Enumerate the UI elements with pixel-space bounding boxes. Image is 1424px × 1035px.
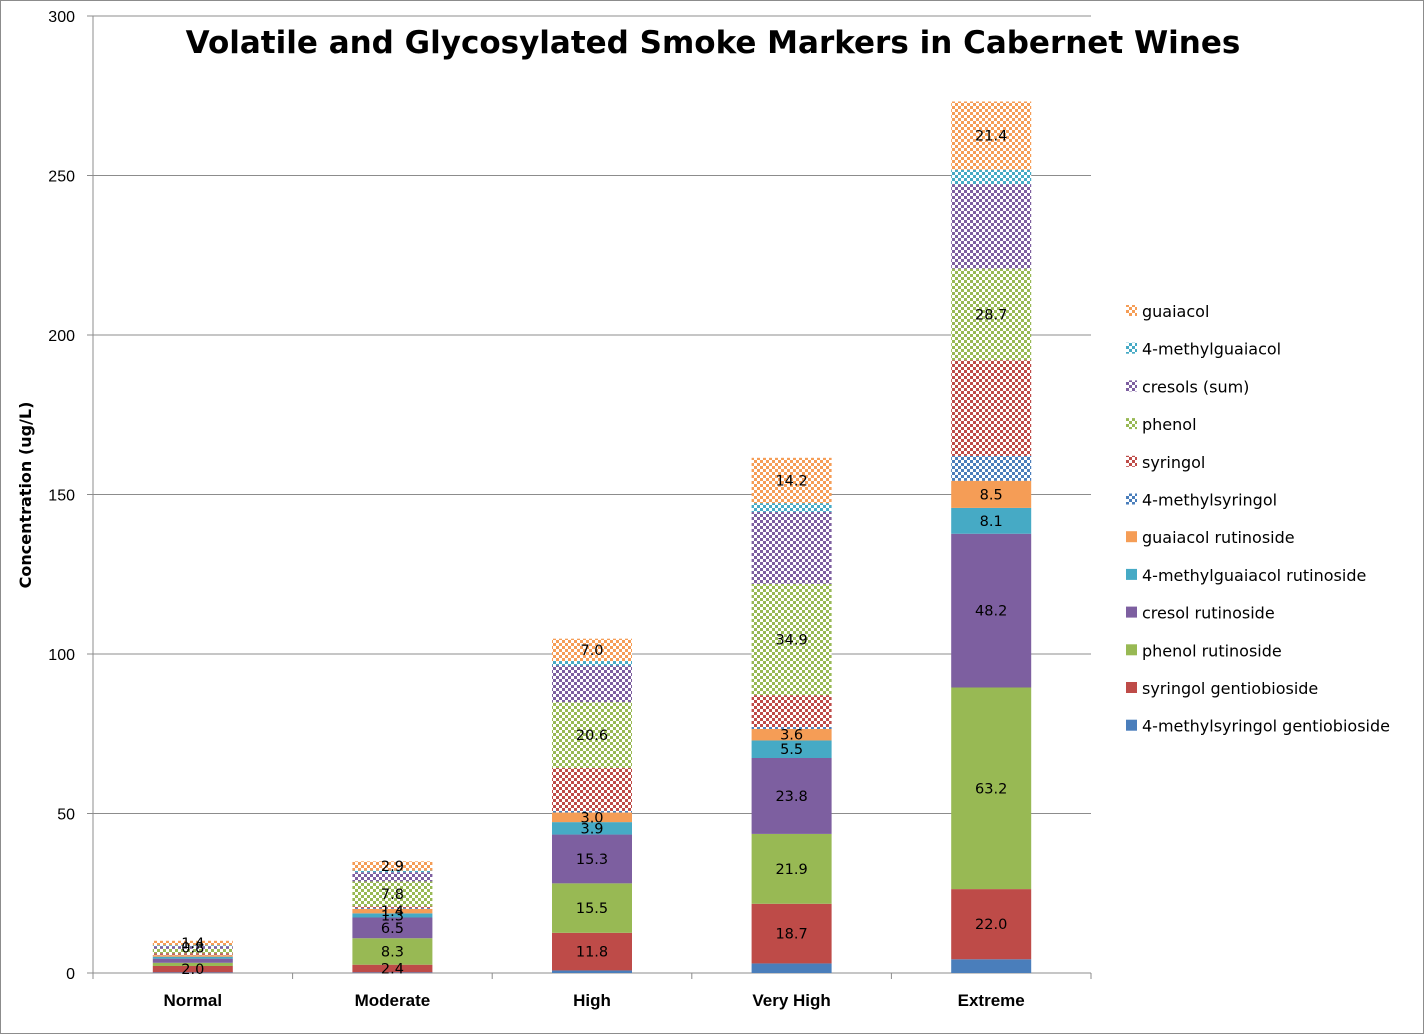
legend-label: cresols (sum) <box>1142 377 1249 396</box>
y-axis-title: Concentration (ug/L) <box>16 402 35 589</box>
data-label: 3.6 <box>780 728 803 744</box>
legend-item: phenol <box>1126 415 1197 434</box>
data-label: 8.3 <box>381 944 404 960</box>
legend-swatch <box>1126 343 1137 354</box>
data-label: 21.4 <box>975 129 1007 145</box>
data-label: 2.4 <box>381 962 404 978</box>
legend-swatch <box>1126 305 1137 316</box>
data-label: 18.7 <box>775 927 807 943</box>
legend-swatch <box>1126 569 1137 580</box>
data-label: 8.5 <box>980 487 1003 503</box>
data-label: 2.0 <box>181 962 204 978</box>
bar-segment <box>552 665 632 702</box>
data-label: 7.8 <box>381 887 404 903</box>
bar-segment <box>552 970 632 973</box>
y-tick-label: 200 <box>48 328 75 345</box>
legend-swatch <box>1126 380 1137 391</box>
x-category-label: High <box>573 991 611 1010</box>
legend-item: cresols (sum) <box>1126 377 1249 396</box>
legend-label: syringol gentiobioside <box>1142 679 1318 698</box>
data-label: 14.2 <box>775 473 807 489</box>
data-label: 23.8 <box>775 789 807 805</box>
legend-label: syringol <box>1142 453 1205 472</box>
legend-label: phenol <box>1142 415 1197 434</box>
legend-label: guaiacol <box>1142 302 1209 321</box>
legend-label: 4-methylguaiacol rutinoside <box>1142 566 1366 585</box>
bar-segment <box>752 963 832 973</box>
legend-label: 4-methylguaiacol <box>1142 340 1281 359</box>
data-label: 34.9 <box>775 632 807 648</box>
data-label: 3.0 <box>580 810 603 826</box>
bar-segment <box>951 456 1031 481</box>
x-category-label: Extreme <box>958 991 1025 1010</box>
x-category-label: Moderate <box>355 991 431 1010</box>
data-label: 5.5 <box>780 742 803 758</box>
legend-swatch <box>1126 456 1137 467</box>
legend-swatch <box>1126 607 1137 618</box>
y-tick-label: 250 <box>48 169 75 186</box>
legend-swatch <box>1126 418 1137 429</box>
data-label: 63.2 <box>975 781 1007 797</box>
chart-title: Volatile and Glycosylated Smoke Markers … <box>186 25 1241 61</box>
data-label: 7.0 <box>580 643 603 659</box>
bar-segment <box>951 184 1031 269</box>
legend-item: guaiacol <box>1126 302 1209 321</box>
legend-swatch <box>1126 720 1137 731</box>
x-category-label: Very High <box>752 991 830 1010</box>
data-label: 21.9 <box>775 862 807 878</box>
data-label: 2.9 <box>381 859 404 875</box>
data-label: 11.8 <box>576 945 608 961</box>
legend-item: phenol rutinoside <box>1126 641 1282 660</box>
legend-swatch <box>1126 644 1137 655</box>
data-label: 8.1 <box>980 514 1003 530</box>
legend-label: cresol rutinoside <box>1142 604 1275 623</box>
legend-label: 4-methylsyringol <box>1142 491 1277 510</box>
y-tick-label: 50 <box>57 807 75 824</box>
bar-segment <box>951 360 1031 456</box>
data-label: 22.0 <box>975 917 1007 933</box>
legend: guaiacol 4-methylguaiacol cresols (sum) phe… <box>1126 302 1390 736</box>
data-label: 1.4 <box>381 904 404 920</box>
data-label: 15.3 <box>576 852 608 868</box>
bar-segment <box>752 503 832 512</box>
legend-item: syringol gentiobioside <box>1126 679 1318 698</box>
y-tick-label: 150 <box>48 488 75 505</box>
legend-label: 4-methylsyringol gentiobioside <box>1142 717 1390 736</box>
y-tick-label: 300 <box>48 9 75 26</box>
legend-item: 4-methylsyringol <box>1126 491 1277 510</box>
data-label: 28.7 <box>975 307 1007 323</box>
bar-segment <box>951 170 1031 184</box>
bar-segment <box>752 512 832 584</box>
data-label: 48.2 <box>975 604 1007 620</box>
data-label: 20.6 <box>576 728 608 744</box>
data-label: 1.4 <box>181 936 204 952</box>
legend-label: guaiacol rutinoside <box>1142 528 1295 547</box>
legend-swatch <box>1126 494 1137 505</box>
legend-swatch <box>1126 531 1137 542</box>
legend-item: 4-methylguaiacol <box>1126 340 1281 359</box>
bar-segment <box>752 695 832 727</box>
bar-segment <box>153 957 233 959</box>
data-label: 15.5 <box>576 901 608 917</box>
bars <box>153 101 1031 973</box>
bar-segment <box>552 661 632 665</box>
legend-item: 4-methylguaiacol rutinoside <box>1126 566 1366 585</box>
legend-swatch <box>1126 682 1137 693</box>
bar-segment <box>951 959 1031 973</box>
legend-item: cresol rutinoside <box>1126 604 1275 623</box>
bar-segment <box>552 768 632 811</box>
y-tick-label: 100 <box>48 647 75 664</box>
legend-label: phenol rutinoside <box>1142 641 1282 660</box>
legend-item: guaiacol rutinoside <box>1126 528 1295 547</box>
legend-item: 4-methylsyringol gentiobioside <box>1126 717 1390 736</box>
x-category-label: Normal <box>164 991 223 1010</box>
y-tick-label: 0 <box>66 966 75 983</box>
legend-item: syringol <box>1126 453 1205 472</box>
